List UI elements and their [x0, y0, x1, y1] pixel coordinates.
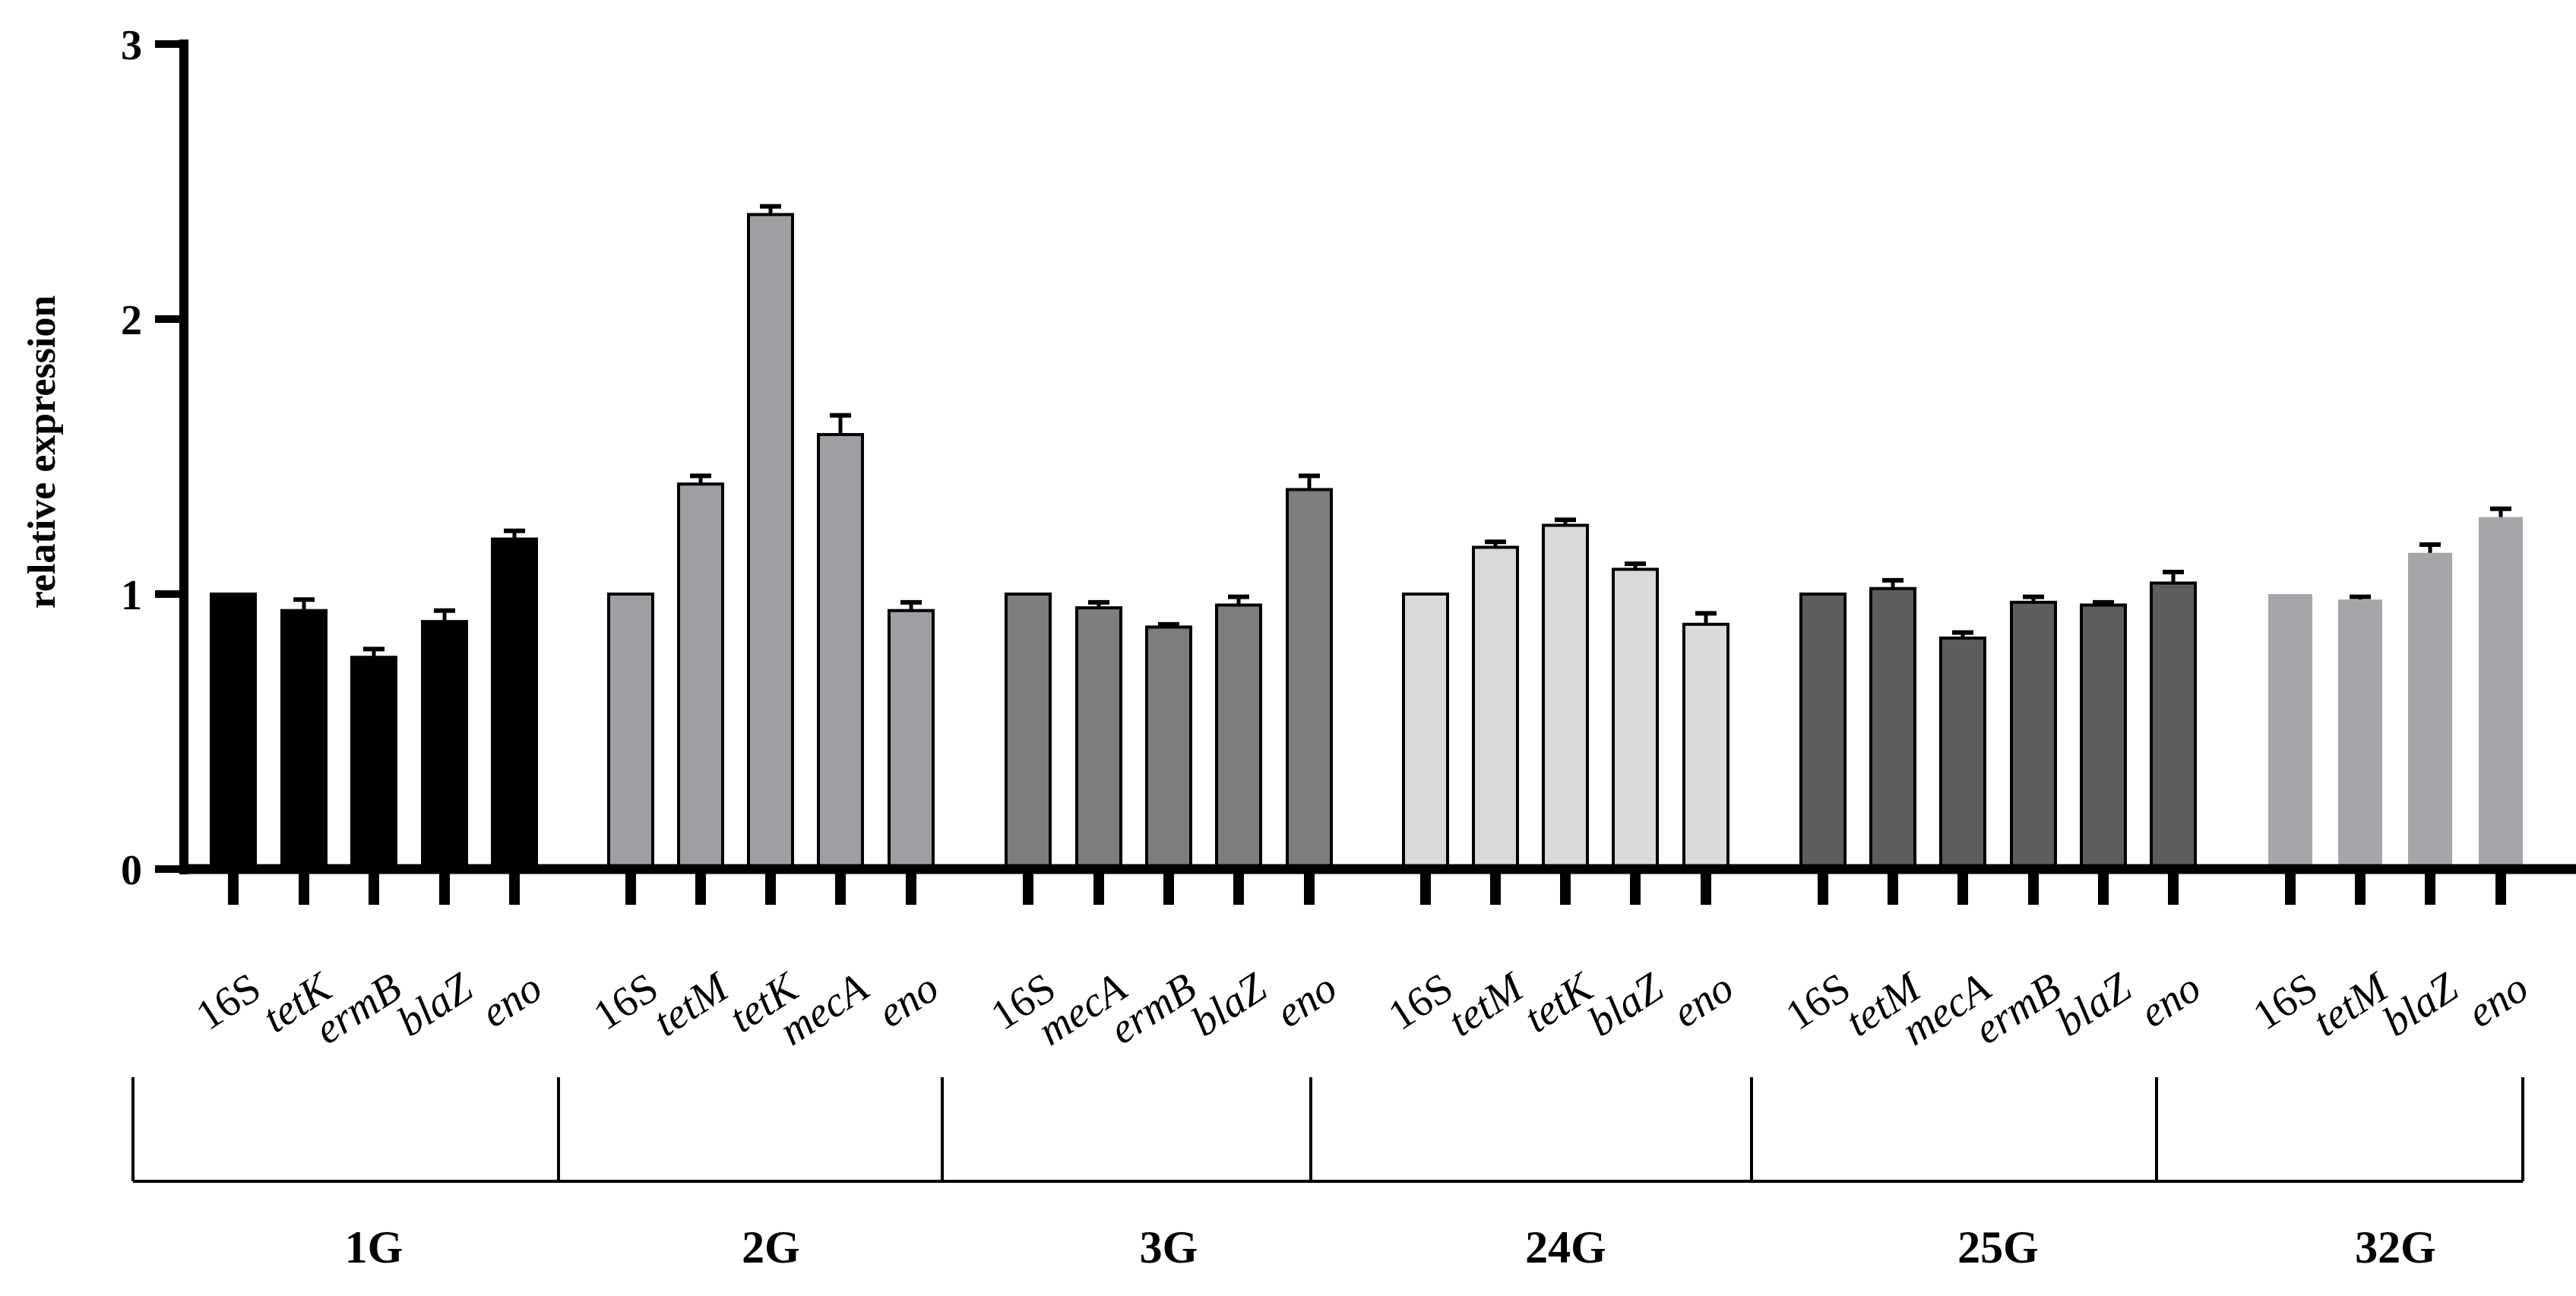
bar-1G-tetK: [280, 608, 328, 871]
group-label-2G: 2G: [742, 1222, 800, 1272]
category-label: eno: [473, 964, 550, 1037]
bar-1G-ermB: [350, 656, 397, 871]
category-label: eno: [1267, 964, 1345, 1037]
category-label: eno: [1664, 964, 1742, 1037]
bar-32G-tetM: [2338, 599, 2382, 869]
category-label: blaZ: [389, 963, 481, 1045]
y-axis-title: relative expression: [21, 296, 64, 609]
category-label: eno: [2459, 964, 2536, 1037]
bar-32G-eno: [2479, 517, 2523, 869]
group-label-24G: 24G: [1525, 1222, 1606, 1272]
bar-3G-blaZ: [1215, 603, 1262, 871]
bar-2G-tetM: [677, 482, 724, 871]
bars: [210, 204, 2523, 871]
bar-24G-tetM: [1472, 545, 1519, 871]
y-axis: 0 1 2 3: [121, 22, 188, 894]
category-label: blaZ: [1183, 963, 1275, 1045]
bar-25G-16S: [1799, 593, 1847, 871]
category-label: blaZ: [1580, 963, 1672, 1045]
bar-25G-ermB: [2010, 600, 2057, 871]
group-brackets: 1G 2G 3G 24G 25G 32G: [131, 1077, 2524, 1272]
bar-24G-blaZ: [1612, 567, 1659, 871]
group-label-25G: 25G: [1957, 1222, 2039, 1272]
y-tick-label: 3: [121, 22, 142, 69]
bar-3G-16S: [1005, 593, 1052, 871]
x-axis: [179, 864, 2576, 905]
bar-3G-ermB: [1145, 625, 1192, 871]
y-tick-label: 0: [121, 847, 142, 894]
bar-1G-16S: [210, 593, 257, 871]
bar-2G-16S: [607, 593, 654, 871]
bar-25G-tetM: [1869, 586, 1916, 871]
category-label: blaZ: [2375, 963, 2467, 1045]
bar-2G-mecA: [817, 433, 864, 871]
bar-2G-tetK: [747, 213, 794, 871]
group-label-32G: 32G: [2355, 1222, 2436, 1272]
y-tick-label: 1: [121, 572, 142, 619]
category-label: eno: [2131, 964, 2209, 1037]
bar-2G-eno: [888, 608, 935, 871]
bar-32G-blaZ: [2408, 552, 2452, 869]
bar-24G-tetK: [1542, 523, 1589, 871]
group-label-3G: 3G: [1140, 1222, 1198, 1272]
bar-25G-eno: [2150, 581, 2197, 871]
bar-3G-mecA: [1075, 606, 1122, 871]
category-label: eno: [869, 964, 947, 1037]
bar-25G-blaZ: [2080, 603, 2127, 871]
bar-32G-16S: [2268, 594, 2312, 869]
bar-24G-eno: [1682, 622, 1729, 871]
group-label-1G: 1G: [345, 1222, 403, 1272]
bar-3G-eno: [1286, 488, 1333, 871]
y-tick-label: 2: [121, 297, 142, 344]
bar-24G-16S: [1402, 593, 1449, 871]
bar-1G-eno: [491, 537, 538, 871]
category-label: blaZ: [2048, 963, 2140, 1045]
bar-25G-mecA: [1939, 636, 1986, 871]
bar-1G-blaZ: [421, 620, 468, 871]
